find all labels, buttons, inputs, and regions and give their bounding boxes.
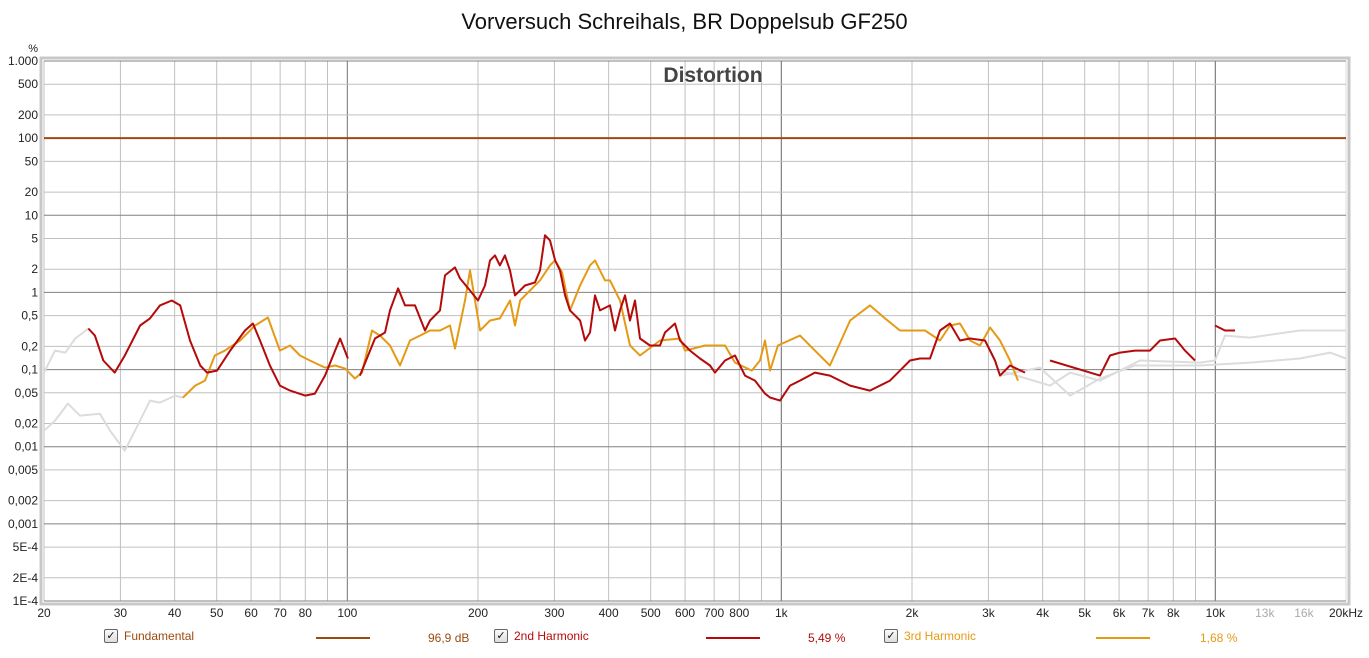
series-other-harmonic-line: [999, 351, 1347, 397]
legend-value-fundamental: 96,9 dB: [428, 631, 470, 645]
legend-label-3rd-harmonic: 3rd Harmonic: [904, 629, 977, 643]
y-tick-label: 0,02: [15, 416, 39, 430]
y-tick-label: 5: [31, 232, 38, 246]
x-tick-label: 20kHz: [1329, 606, 1363, 620]
y-tick-label: 0,002: [8, 494, 38, 508]
y-tick-label: 200: [18, 108, 38, 122]
x-tick-label: 300: [544, 606, 564, 620]
x-tick-label: 5k: [1078, 606, 1092, 620]
y-tick-label: 1E-4: [13, 594, 39, 608]
y-tick-label: 0,5: [21, 309, 38, 323]
checkbox-3rd-harmonic[interactable]: ✓: [884, 629, 898, 643]
y-tick-label: 0,005: [8, 463, 38, 477]
legend-label-fundamental: Fundamental: [124, 629, 195, 643]
legend-item-3rd-harmonic[interactable]: ✓ 3rd Harmonic: [884, 629, 976, 643]
y-tick-label: 0,05: [15, 386, 39, 400]
y-tick-label: 1: [31, 285, 38, 299]
series-other-harmonic-line: [999, 329, 1346, 387]
y-tick-label: 0,01: [15, 440, 39, 454]
x-tick-label: 700: [704, 606, 724, 620]
legend-value-2nd-harmonic: 5,49 %: [808, 631, 846, 645]
series-3rd-harmonic-line: [182, 259, 1019, 399]
y-tick-label: 0,2: [21, 339, 38, 353]
y-tick-label: 500: [18, 77, 38, 91]
legend-item-fundamental[interactable]: ✓ Fundamental: [104, 629, 194, 643]
legend-label-2nd-harmonic: 2nd Harmonic: [514, 629, 589, 643]
x-tick-label: 10k: [1206, 606, 1226, 620]
y-tick-label: 5E-4: [13, 540, 39, 554]
series-2nd-harmonic-line: [1049, 337, 1196, 377]
y-tick-label: 50: [25, 154, 39, 168]
y-tick-label: 2E-4: [13, 571, 39, 585]
y-tick-label: 1.000: [8, 54, 38, 68]
x-tick-label: 6k: [1113, 606, 1127, 620]
x-tick-label: 40: [168, 606, 182, 620]
series-2nd-harmonic-line: [87, 299, 349, 397]
x-tick-label: 200: [468, 606, 488, 620]
y-tick-label: 0,001: [8, 517, 38, 531]
x-tick-label: 30: [114, 606, 128, 620]
x-tick-label: 20: [37, 606, 51, 620]
y-tick-label: 20: [25, 185, 39, 199]
legend-swatch-fundamental: [316, 637, 370, 639]
y-tick-label: 0,1: [21, 363, 38, 377]
x-tick-label: 3k: [982, 606, 996, 620]
x-tick-label: 1k: [775, 606, 789, 620]
x-tick-label: 13k: [1255, 606, 1275, 620]
plot-frame: [39, 56, 1351, 606]
x-tick-label: 8k: [1167, 606, 1181, 620]
series-2nd-harmonic-line: [358, 234, 1026, 402]
checkbox-fundamental[interactable]: ✓: [104, 629, 118, 643]
x-tick-label: 2k: [906, 606, 920, 620]
legend-swatch-2nd-harmonic: [706, 637, 760, 639]
x-tick-label: 80: [299, 606, 313, 620]
x-tick-label: 500: [641, 606, 661, 620]
legend-item-2nd-harmonic[interactable]: ✓ 2nd Harmonic: [494, 629, 589, 643]
series-2nd-harmonic-line: [1214, 324, 1235, 332]
chart-title: Vorversuch Schreihals, BR Doppelsub GF25…: [461, 9, 908, 34]
series-other-harmonic-line: [43, 394, 184, 452]
x-tick-label: 800: [729, 606, 749, 620]
x-tick-label: 16k: [1294, 606, 1314, 620]
x-tick-label: 60: [244, 606, 258, 620]
series-other-harmonic-line: [43, 327, 89, 374]
x-tick-label: 7k: [1142, 606, 1156, 620]
x-tick-label: 4k: [1036, 606, 1050, 620]
legend-swatch-3rd-harmonic: [1096, 637, 1150, 639]
x-tick-label: 50: [210, 606, 224, 620]
y-axis-unit-label: %: [28, 43, 38, 55]
x-tick-label: 400: [599, 606, 619, 620]
x-tick-label: 70: [273, 606, 287, 620]
x-tick-label: 100: [337, 606, 357, 620]
chart-subtitle: Distortion: [663, 64, 762, 87]
y-tick-label: 10: [25, 208, 39, 222]
y-tick-label: 2: [31, 262, 38, 276]
legend-value-3rd-harmonic: 1,68 %: [1200, 631, 1238, 645]
x-tick-label: 600: [675, 606, 695, 620]
checkbox-2nd-harmonic[interactable]: ✓: [494, 629, 508, 643]
y-tick-label: 100: [18, 131, 38, 145]
